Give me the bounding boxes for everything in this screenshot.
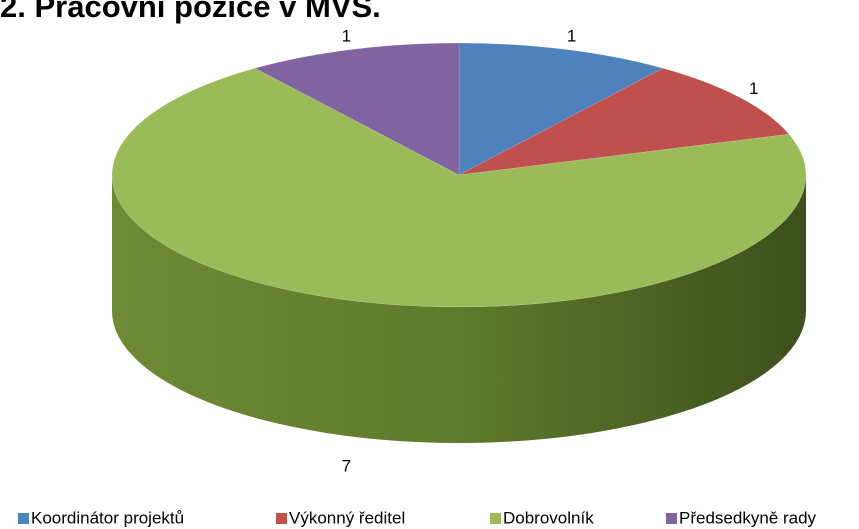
data-label: 1: [342, 26, 351, 45]
legend-swatch: [276, 513, 287, 524]
chart-title: 2. Pracovní pozice v MVS.: [0, 0, 381, 24]
data-label: 1: [749, 79, 758, 98]
legend-label: Předsedkyně rady: [679, 508, 817, 527]
pie-side: [112, 175, 806, 443]
data-label: 7: [342, 457, 351, 476]
pie-slice: [458, 42, 664, 176]
legend-swatch: [666, 513, 677, 524]
pie-slice: [111, 67, 807, 308]
pie-slice: [458, 67, 790, 176]
data-label: 1: [567, 26, 576, 45]
legend-label: Koordinátor projektů: [31, 508, 184, 527]
legend-swatch: [490, 513, 501, 524]
legend-label: Dobrovolník: [503, 508, 594, 527]
legend-swatch: [18, 513, 29, 524]
legend-label: Výkonný ředitel: [289, 508, 405, 527]
pie-slice: [254, 42, 460, 176]
